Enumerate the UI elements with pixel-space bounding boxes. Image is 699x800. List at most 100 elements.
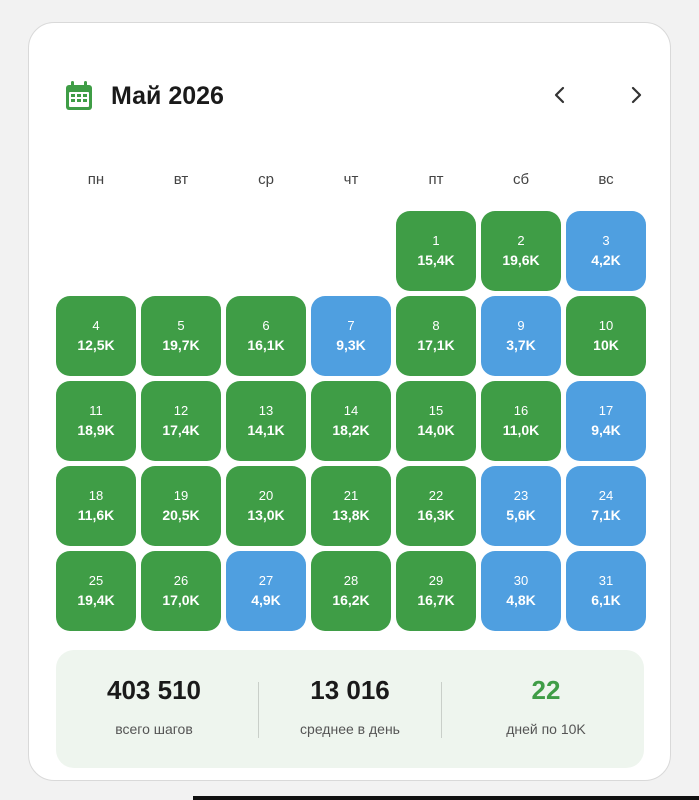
day-steps: 13,8K xyxy=(332,507,370,523)
average-stat: 13 016 среднее в день xyxy=(252,650,448,768)
day-steps: 11,6K xyxy=(77,507,115,523)
day-steps: 16,7K xyxy=(417,592,455,608)
day-cell[interactable]: 16 11,0K xyxy=(481,381,561,461)
day-steps: 13,0K xyxy=(247,507,285,523)
home-indicator xyxy=(193,796,699,800)
day-steps: 3,7K xyxy=(506,337,536,353)
day-steps: 14,0K xyxy=(417,422,455,438)
day-number: 30 xyxy=(513,573,529,588)
day-cell[interactable]: 4 12,5K xyxy=(56,296,136,376)
day-cell[interactable]: 14 18,2K xyxy=(311,381,391,461)
day-cell[interactable]: 23 5,6K xyxy=(481,466,561,546)
day-number: 1 xyxy=(432,233,440,248)
day-number: 4 xyxy=(92,318,100,333)
weekday-label: пн xyxy=(87,171,105,188)
day-cell[interactable]: 20 13,0K xyxy=(226,466,306,546)
day-cell[interactable]: 9 3,7K xyxy=(481,296,561,376)
day-steps: 9,4K xyxy=(591,422,621,438)
day-cell[interactable]: 28 16,2K xyxy=(311,551,391,631)
day-cell[interactable]: 21 13,8K xyxy=(311,466,391,546)
summary-panel: 403 510 всего шагов 13 016 среднее в ден… xyxy=(56,650,644,768)
day-steps: 19,7K xyxy=(162,337,200,353)
day-steps: 4,8K xyxy=(506,592,536,608)
day-number: 16 xyxy=(513,403,529,418)
weekday-label: чт xyxy=(343,171,359,188)
previous-month-button[interactable] xyxy=(540,79,580,115)
total-steps-label: всего шагов xyxy=(115,721,193,737)
day-cell[interactable]: 31 6,1K xyxy=(566,551,646,631)
day-number: 25 xyxy=(88,573,104,588)
day-steps: 9,3K xyxy=(336,337,366,353)
day-cell[interactable]: 5 19,7K xyxy=(141,296,221,376)
day-steps: 11,0K xyxy=(502,422,540,438)
day-steps: 15,4K xyxy=(417,252,455,268)
day-number: 24 xyxy=(598,488,614,503)
divider xyxy=(441,682,442,738)
average-label: среднее в день xyxy=(300,721,400,737)
day-cell[interactable]: 24 7,1K xyxy=(566,466,646,546)
day-steps: 4,9K xyxy=(251,592,281,608)
weekday-label: вс xyxy=(598,171,614,188)
day-steps: 16,3K xyxy=(417,507,455,523)
day-steps: 16,1K xyxy=(247,337,285,353)
divider xyxy=(258,682,259,738)
goal-days-stat: 22 дней по 10K xyxy=(448,650,644,768)
day-cell[interactable]: 3 4,2K xyxy=(566,211,646,291)
day-number: 6 xyxy=(262,318,270,333)
day-cell[interactable]: 29 16,7K xyxy=(396,551,476,631)
day-steps: 17,4K xyxy=(162,422,200,438)
day-number: 17 xyxy=(598,403,614,418)
day-cell[interactable]: 22 16,3K xyxy=(396,466,476,546)
day-number: 7 xyxy=(347,318,355,333)
day-cell[interactable]: 2 19,6K xyxy=(481,211,561,291)
day-cell[interactable]: 26 17,0K xyxy=(141,551,221,631)
total-steps-value: 403 510 xyxy=(107,675,201,705)
day-cell[interactable]: 8 17,1K xyxy=(396,296,476,376)
next-month-button[interactable] xyxy=(616,79,656,115)
day-cell[interactable]: 17 9,4K xyxy=(566,381,646,461)
goal-days-value: 22 xyxy=(531,675,561,705)
day-cell[interactable]: 1 15,4K xyxy=(396,211,476,291)
day-number: 21 xyxy=(343,488,359,503)
day-cell[interactable]: 18 11,6K xyxy=(56,466,136,546)
day-steps: 5,6K xyxy=(506,507,536,523)
day-number: 26 xyxy=(173,573,189,588)
day-number: 29 xyxy=(428,573,444,588)
weekday-label: пт xyxy=(428,171,444,188)
day-number: 20 xyxy=(258,488,274,503)
day-number: 23 xyxy=(513,488,529,503)
day-number: 18 xyxy=(88,488,104,503)
day-steps: 18,9K xyxy=(77,422,115,438)
day-steps: 16,2K xyxy=(332,592,370,608)
average-value: 13 016 xyxy=(310,675,390,705)
calendar-icon xyxy=(65,81,93,111)
day-cell[interactable]: 15 14,0K xyxy=(396,381,476,461)
day-cell[interactable]: 7 9,3K xyxy=(311,296,391,376)
day-cell[interactable]: 13 14,1K xyxy=(226,381,306,461)
weekday-label: сб xyxy=(512,171,530,188)
day-number: 15 xyxy=(428,403,444,418)
day-cell[interactable]: 19 20,5K xyxy=(141,466,221,546)
day-number: 22 xyxy=(428,488,444,503)
day-number: 9 xyxy=(517,318,525,333)
day-cell[interactable]: 12 17,4K xyxy=(141,381,221,461)
day-steps: 18,2K xyxy=(332,422,370,438)
day-steps: 20,5K xyxy=(162,507,200,523)
day-cell[interactable]: 30 4,8K xyxy=(481,551,561,631)
calendar-header: Май 2026 xyxy=(65,79,642,123)
day-cell[interactable]: 6 16,1K xyxy=(226,296,306,376)
day-cell[interactable]: 25 19,4K xyxy=(56,551,136,631)
day-number: 3 xyxy=(602,233,610,248)
day-cell[interactable]: 10 10K xyxy=(566,296,646,376)
day-cell[interactable]: 11 18,9K xyxy=(56,381,136,461)
day-steps: 4,2K xyxy=(591,252,621,268)
day-number: 31 xyxy=(598,573,614,588)
day-steps: 19,4K xyxy=(77,592,115,608)
day-number: 8 xyxy=(432,318,440,333)
weekday-label: вт xyxy=(173,171,189,188)
month-title: Май 2026 xyxy=(111,82,224,110)
day-number: 12 xyxy=(173,403,189,418)
day-steps: 17,0K xyxy=(162,592,200,608)
day-cell[interactable]: 27 4,9K xyxy=(226,551,306,631)
day-steps: 19,6K xyxy=(502,252,540,268)
